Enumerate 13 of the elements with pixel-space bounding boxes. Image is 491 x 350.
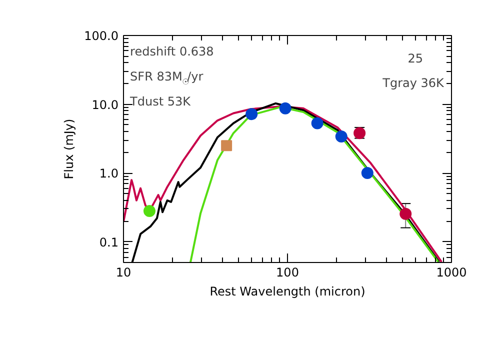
x-tick-label: 10 <box>116 266 132 280</box>
y-tick-label: 1.0 <box>99 166 119 181</box>
y-tick-label: 100.0 <box>84 29 119 43</box>
y-tick-label: 10.0 <box>92 98 118 112</box>
annotation: Tgray 36K <box>382 76 446 90</box>
x-axis-title: Rest Wavelength (micron) <box>210 284 366 298</box>
x-tick-label: 100 <box>276 266 299 280</box>
x-tick-label: 1000 <box>436 266 467 280</box>
annotation: 25 <box>408 52 424 66</box>
annotation: redshift 0.638 <box>130 44 214 58</box>
y-tick-label: 0.1 <box>99 235 119 250</box>
annotation: Tdust 53K <box>129 94 192 108</box>
y-axis-title: Flux (mJy) <box>62 118 76 180</box>
